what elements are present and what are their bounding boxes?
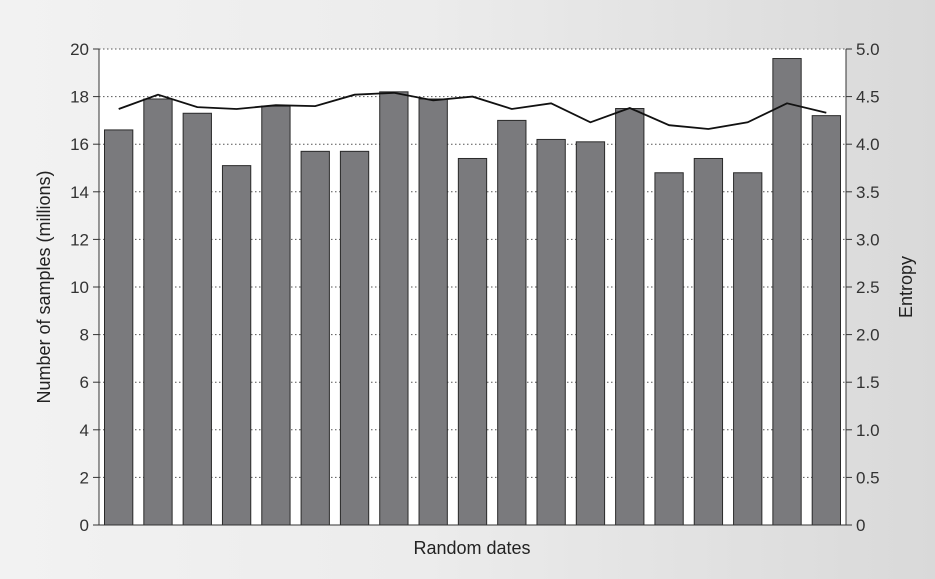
bar	[575, 141, 606, 526]
bar	[339, 150, 370, 526]
y2-tick-label: 4.0	[856, 135, 880, 154]
y2-tick-label: 0.5	[856, 468, 880, 487]
bar	[143, 98, 173, 526]
y-tick-label: 10	[70, 278, 89, 297]
y-tick-label: 14	[70, 183, 89, 202]
x-axis-title: Random dates	[413, 538, 530, 558]
y-tick-label: 4	[80, 421, 89, 440]
y-tick-label: 16	[70, 135, 89, 154]
bar	[221, 165, 252, 526]
bar	[693, 157, 724, 526]
y2-tick-label: 3.5	[856, 183, 880, 202]
y-tick-label: 12	[70, 230, 89, 249]
y2-tick-label: 4.5	[856, 88, 880, 107]
bar	[615, 108, 645, 526]
bar	[104, 129, 134, 526]
y-tick-label: 2	[80, 468, 89, 487]
bar	[457, 157, 488, 526]
bar	[497, 119, 527, 526]
y-axis-title: Number of samples (millions)	[34, 170, 54, 403]
y2-tick-label: 3.0	[856, 230, 880, 249]
y-tick-label: 0	[80, 516, 89, 535]
right-tick-labels: 0 0.5 1.0 1.5 2.0 2.5 3.0 3.5 4.0 4.5 5.0	[856, 40, 880, 535]
bar	[300, 150, 330, 526]
y-tick-label: 8	[80, 326, 89, 345]
y-tick-label: 18	[70, 88, 89, 107]
bar	[261, 105, 291, 526]
bar	[811, 115, 841, 526]
y-tick-label: 20	[70, 40, 89, 59]
y-tick-label: 6	[80, 373, 89, 392]
y2-tick-label: 2.0	[856, 326, 880, 345]
bar	[536, 138, 566, 526]
y2-tick-label: 0	[856, 516, 865, 535]
y2-tick-label: 5.0	[856, 40, 880, 59]
y2-tick-label: 1.0	[856, 421, 880, 440]
bars	[104, 58, 841, 526]
bar	[733, 172, 763, 526]
bar	[772, 58, 802, 526]
y2-axis-title: Entropy	[896, 256, 916, 318]
left-tick-labels: 0 2 4 6 8 10 12 14 16 18 20	[70, 40, 89, 535]
bar	[418, 98, 448, 526]
bar	[182, 112, 212, 526]
y2-tick-label: 2.5	[856, 278, 880, 297]
y2-tick-label: 1.5	[856, 373, 880, 392]
bar	[654, 172, 684, 526]
bar	[379, 91, 409, 526]
entropy-line	[118, 91, 827, 130]
